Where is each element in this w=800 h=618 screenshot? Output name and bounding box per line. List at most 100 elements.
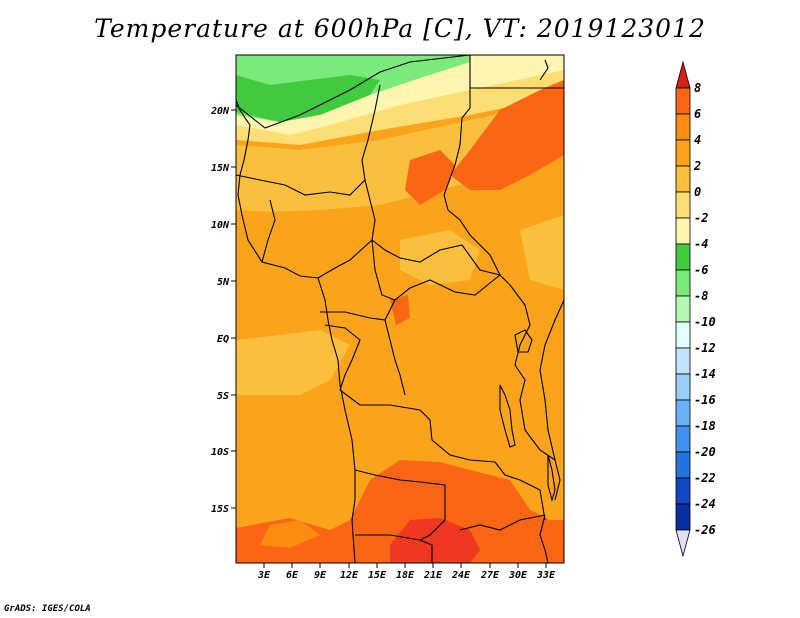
colorbar — [675, 60, 691, 558]
border-tanzania — [514, 364, 556, 461]
border-congo — [320, 299, 396, 321]
colorbar-segment — [675, 269, 691, 297]
lake-malawi — [547, 454, 556, 503]
colorbar-label: -14 — [694, 367, 716, 381]
coastline-west-africa — [236, 99, 356, 563]
border-angola-south — [354, 469, 446, 541]
field-warm-central — [390, 295, 410, 325]
colorbar-label: 2 — [693, 159, 701, 173]
border-namibia-botswana — [355, 534, 433, 563]
field-warm-sudan — [405, 150, 455, 205]
field-light-band-east — [520, 215, 564, 290]
colorbar-label: 0 — [694, 185, 701, 199]
colorbar-segment — [675, 503, 691, 531]
colorbar-segment — [675, 165, 691, 193]
colorbar-label: -2 — [694, 211, 708, 225]
colorbar-label: -8 — [694, 289, 708, 303]
colorbar-label: -6 — [694, 263, 708, 277]
colorbar-label: -18 — [694, 419, 716, 433]
colorbar-label: 4 — [694, 133, 701, 147]
colorbar-label: -20 — [694, 445, 716, 459]
field-light-band-north — [236, 100, 564, 212]
lat-label: 10S — [211, 447, 229, 458]
colorbar-label: -26 — [694, 523, 716, 537]
lat-label: 10N — [211, 220, 230, 231]
border-mozambique — [539, 514, 549, 563]
map-frame — [235, 54, 565, 564]
border-gabon — [324, 324, 361, 391]
longitude-axis: 3E 6E 9E 12E 15E 18E 21E 24E 27E 30E 33E — [257, 563, 556, 581]
temperature-field — [236, 55, 564, 563]
border-zambia — [494, 461, 546, 521]
colorbar-top-arrow — [675, 60, 691, 89]
latitude-axis: 20N 15N 10N 5N EQ 5S 10S 15S — [210, 106, 236, 515]
field-mid-south — [260, 520, 320, 548]
border-zimbabwe — [459, 514, 546, 531]
colorbar-label: -24 — [694, 497, 716, 511]
lon-label: 21E — [423, 570, 443, 581]
border-nigeria-cameroon — [317, 239, 373, 279]
lon-label: 15E — [368, 570, 387, 581]
lat-label: 15N — [211, 163, 230, 174]
field-warm-northeast — [450, 80, 564, 190]
field-hot-south — [390, 518, 480, 563]
border-east-coast — [539, 299, 564, 501]
country-borders — [236, 55, 564, 563]
colorbar-segment — [675, 399, 691, 427]
colorbar-segment — [675, 321, 691, 349]
lat-label: 5N — [217, 277, 230, 288]
colorbar-segment — [675, 243, 691, 271]
colorbar-label: 6 — [694, 107, 701, 121]
lon-label: 18E — [396, 570, 415, 581]
colorbar-segment — [675, 295, 691, 323]
border-mali-burkina — [236, 174, 366, 196]
lon-label: 27E — [480, 570, 500, 581]
lon-label: 9E — [314, 570, 327, 581]
lon-label: 3E — [257, 570, 271, 581]
lon-label: 30E — [508, 570, 528, 581]
colorbar-segment — [675, 477, 691, 505]
border-angola-north — [339, 389, 496, 463]
field-light-band-west — [236, 330, 350, 395]
border-car-south — [371, 239, 501, 301]
border-sahara-north — [236, 55, 471, 129]
colorbar-segment — [675, 373, 691, 401]
lon-label: 6E — [286, 570, 299, 581]
colorbar-label: -10 — [694, 315, 716, 329]
colorbar-segment — [675, 191, 691, 219]
field-green-region — [236, 75, 380, 122]
colorbar-segment — [675, 113, 691, 141]
border-red-sea — [539, 59, 549, 81]
border-niger-nigeria — [261, 199, 276, 263]
colorbar-segment — [675, 451, 691, 479]
colorbar-segment — [675, 347, 691, 375]
lat-label: EQ — [217, 334, 229, 345]
colorbar-label: -22 — [694, 471, 716, 485]
colorbar-segment — [675, 425, 691, 453]
border-chad-niger — [361, 84, 381, 241]
colorbar-label: 8 — [694, 81, 701, 95]
lat-label: 5S — [217, 391, 229, 402]
border-car-north — [371, 239, 501, 276]
lat-label: 20N — [210, 106, 230, 117]
lat-label: 15S — [211, 504, 229, 515]
lake-victoria — [514, 329, 533, 353]
colorbar-label: -16 — [694, 393, 716, 407]
border-libya-sudan — [443, 55, 511, 286]
credit-text: GrADS: IGES/COLA — [4, 604, 91, 614]
colorbar-label: -4 — [694, 237, 708, 251]
colorbar-segment — [675, 87, 691, 115]
colorbar-labels: 8 6 4 2 0 -2 -4 -6 -8 -10 -12 -14 -16 -18 -20 -22 -24 -26 — [693, 81, 716, 537]
lon-label: 33E — [536, 570, 556, 581]
colorbar-segment — [675, 139, 691, 167]
lon-label: 12E — [340, 570, 359, 581]
field-warm-south — [236, 460, 564, 563]
border-drc-north — [384, 319, 406, 396]
colorbar-label: -12 — [694, 341, 716, 355]
colorbar-bottom-arrow — [675, 529, 691, 558]
lon-label: 24E — [451, 570, 471, 581]
colorbar-segment — [675, 217, 691, 245]
field-light-band-center — [400, 230, 480, 285]
lake-tanganyika — [499, 384, 516, 448]
